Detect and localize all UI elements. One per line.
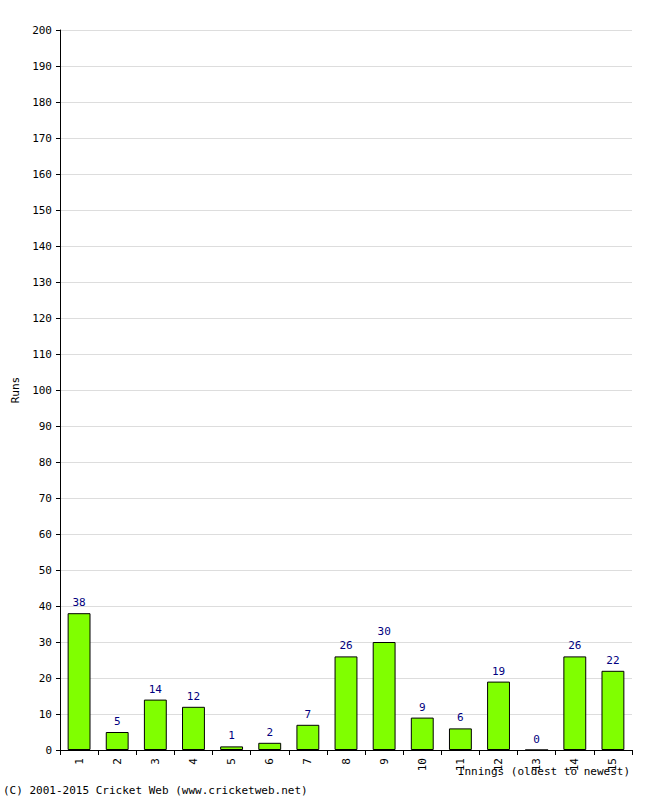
svg-text:7: 7 — [301, 758, 314, 765]
svg-text:80: 80 — [39, 456, 52, 469]
svg-text:0: 0 — [533, 733, 540, 746]
svg-text:30: 30 — [39, 636, 52, 649]
svg-text:60: 60 — [39, 528, 52, 541]
svg-text:9: 9 — [419, 701, 426, 714]
svg-text:120: 120 — [32, 312, 52, 325]
svg-text:1: 1 — [73, 758, 86, 765]
svg-text:100: 100 — [32, 384, 52, 397]
svg-text:4: 4 — [187, 758, 200, 765]
svg-text:90: 90 — [39, 420, 52, 433]
svg-text:130: 130 — [32, 276, 52, 289]
svg-text:14: 14 — [568, 758, 581, 772]
svg-text:7: 7 — [305, 708, 312, 721]
svg-text:140: 140 — [32, 240, 52, 253]
svg-text:30: 30 — [378, 625, 391, 638]
svg-text:160: 160 — [32, 168, 52, 181]
svg-text:6: 6 — [263, 758, 276, 765]
svg-text:1: 1 — [228, 729, 235, 742]
svg-text:8: 8 — [340, 758, 353, 765]
svg-text:3: 3 — [149, 758, 162, 765]
svg-text:150: 150 — [32, 204, 52, 217]
svg-text:Innings (oldest to newest): Innings (oldest to newest) — [458, 765, 630, 778]
svg-text:2: 2 — [111, 758, 124, 765]
svg-text:110: 110 — [32, 348, 52, 361]
svg-text:10: 10 — [416, 758, 429, 771]
svg-text:38: 38 — [72, 596, 85, 609]
svg-text:180: 180 — [32, 96, 52, 109]
svg-text:70: 70 — [39, 492, 52, 505]
svg-text:15: 15 — [606, 758, 619, 771]
svg-text:11: 11 — [454, 758, 467, 771]
svg-text:20: 20 — [39, 672, 52, 685]
svg-text:190: 190 — [32, 60, 52, 73]
svg-text:50: 50 — [39, 564, 52, 577]
svg-text:0: 0 — [45, 744, 52, 757]
svg-text:12: 12 — [492, 758, 505, 771]
svg-text:9: 9 — [378, 758, 391, 765]
svg-text:6: 6 — [457, 711, 464, 724]
svg-text:10: 10 — [39, 708, 52, 721]
svg-text:26: 26 — [568, 639, 581, 652]
svg-text:22: 22 — [606, 654, 619, 667]
svg-text:26: 26 — [339, 639, 352, 652]
svg-text:14: 14 — [149, 683, 163, 696]
svg-text:200: 200 — [32, 24, 52, 37]
svg-text:19: 19 — [492, 665, 505, 678]
svg-text:5: 5 — [225, 758, 238, 765]
svg-text:5: 5 — [114, 715, 121, 728]
svg-text:12: 12 — [187, 690, 200, 703]
svg-text:170: 170 — [32, 132, 52, 145]
svg-text:Runs: Runs — [9, 377, 22, 404]
svg-text:40: 40 — [39, 600, 52, 613]
svg-text:(C) 2001-2015 Cricket Web (www: (C) 2001-2015 Cricket Web (www.cricketwe… — [3, 784, 308, 797]
svg-text:2: 2 — [266, 726, 273, 739]
svg-text:13: 13 — [530, 758, 543, 771]
